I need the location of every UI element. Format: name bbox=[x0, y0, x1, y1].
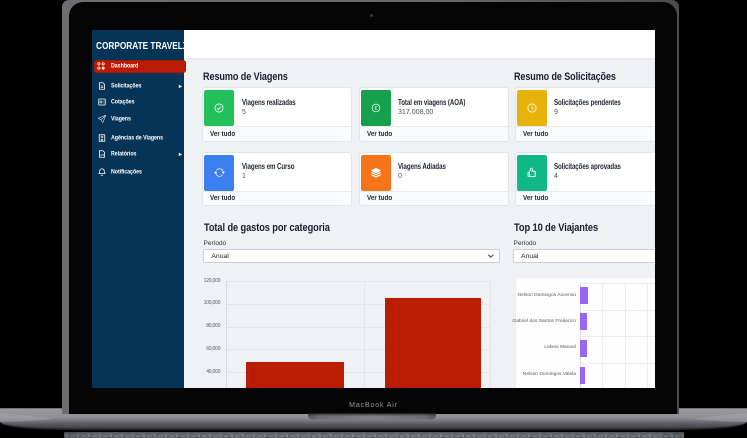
svg-text:€: € bbox=[374, 106, 377, 112]
